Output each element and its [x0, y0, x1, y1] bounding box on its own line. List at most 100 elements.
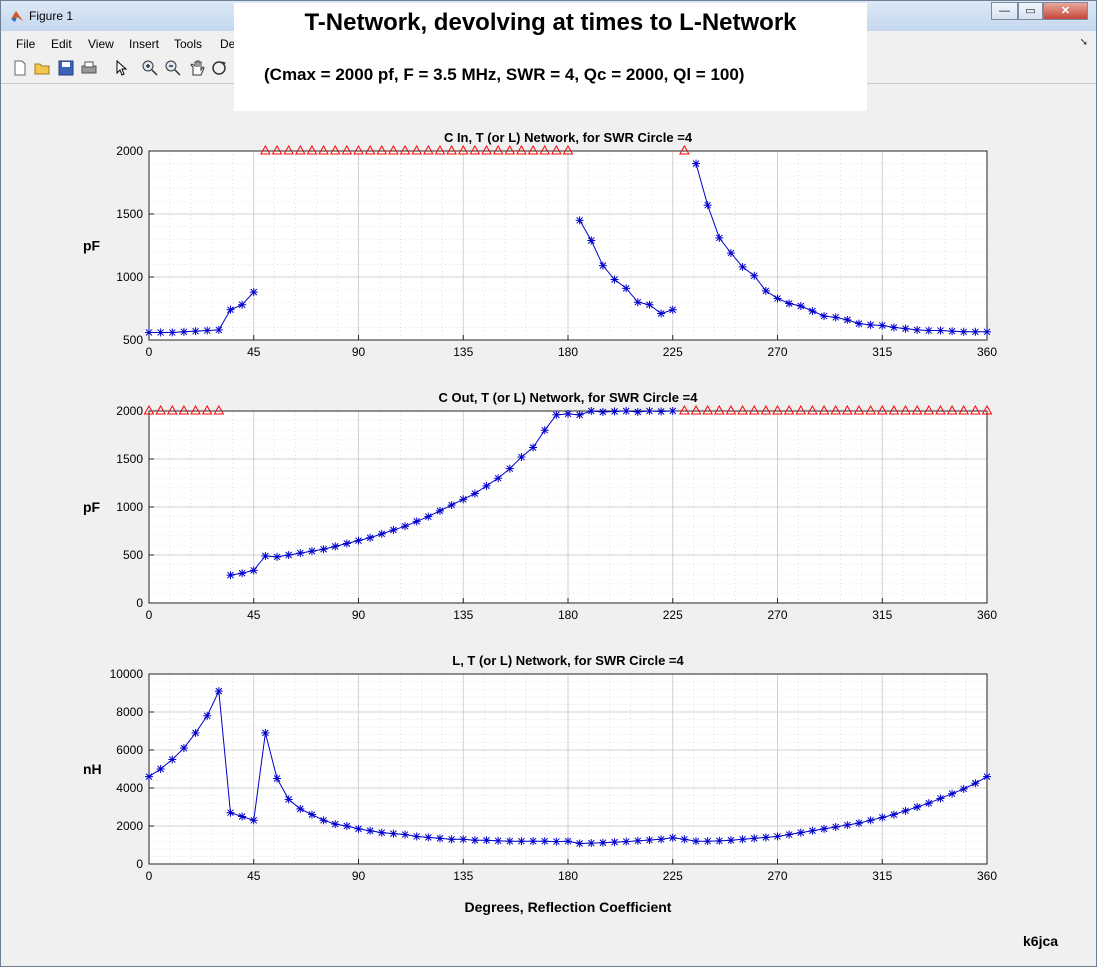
x-tick-label: 0: [146, 869, 153, 883]
y-tick-label: 1000: [116, 270, 143, 284]
menu-file[interactable]: File: [16, 37, 36, 51]
limit-marker-triangle: [353, 144, 364, 155]
minimize-button[interactable]: —: [991, 2, 1018, 20]
limit-marker-triangle: [364, 144, 376, 155]
y-tick-label: 500: [123, 333, 143, 347]
data-point-asterisk: [610, 275, 619, 284]
limit-marker-triangle: [562, 144, 574, 155]
data-point-asterisk: [622, 837, 631, 846]
data-point-asterisk: [738, 835, 747, 844]
plot-title: C In, T (or L) Network, for SWR Circle =…: [444, 130, 693, 145]
data-point-asterisk: [203, 326, 212, 335]
x-tick-label: 315: [872, 869, 892, 883]
data-point-asterisk: [529, 443, 538, 452]
data-point-asterisk: [959, 784, 968, 793]
data-point-asterisk: [307, 810, 316, 819]
data-point-asterisk: [843, 315, 852, 324]
data-point-asterisk: [505, 837, 514, 846]
data-point-asterisk: [342, 539, 351, 548]
data-point-asterisk: [564, 409, 572, 418]
limit-marker-triangle: [748, 404, 760, 415]
data-point-asterisk: [866, 816, 875, 825]
data-point-asterisk: [307, 547, 316, 556]
x-tick-label: 315: [872, 608, 892, 622]
y-tick-label: 1500: [116, 452, 143, 466]
figure-title: T-Network, devolving at times to L-Netwo…: [304, 9, 797, 36]
data-point-asterisk: [854, 819, 863, 828]
x-tick-label: 180: [558, 869, 578, 883]
data-point-asterisk: [377, 529, 386, 538]
x-tick-label: 180: [558, 608, 578, 622]
data-point-asterisk: [820, 312, 829, 321]
data-point-asterisk: [831, 822, 840, 831]
limit-marker-triangle: [260, 144, 271, 155]
menu-insert[interactable]: Insert: [129, 37, 160, 51]
data-point-asterisk: [435, 506, 444, 515]
limit-marker-triangle: [946, 404, 958, 415]
x-tick-label: 135: [453, 869, 473, 883]
menu-view[interactable]: View: [88, 37, 114, 51]
x-tick-label: 270: [767, 869, 787, 883]
data-point-asterisk: [284, 551, 293, 559]
x-tick-label: 45: [247, 608, 261, 622]
data-point-asterisk: [389, 526, 398, 535]
x-tick-label: 225: [663, 345, 683, 359]
limit-marker-triangle: [923, 404, 935, 415]
data-point-asterisk: [238, 812, 247, 821]
menu-overflow-icon[interactable]: ➘: [1079, 37, 1088, 48]
figure-subtitle: (Cmax = 2000 pf, F = 3.5 MHz, SWR = 4, Q…: [264, 65, 745, 84]
data-point-asterisk: [226, 808, 235, 817]
rotate-3d-icon[interactable]: [210, 59, 228, 77]
figure-title-box: T-Network, devolving at times to L-Netwo…: [234, 3, 867, 111]
data-point-asterisk: [529, 837, 538, 846]
data-point-asterisk: [296, 549, 305, 558]
open-folder-icon[interactable]: [33, 59, 51, 77]
y-tick-label: 2000: [116, 144, 143, 158]
data-point-asterisk: [168, 328, 177, 337]
menu-desktop[interactable]: De: [220, 37, 236, 51]
pan-hand-icon[interactable]: [188, 59, 206, 77]
data-point-asterisk: [145, 772, 153, 781]
limit-marker-triangle: [551, 144, 562, 155]
limit-marker-triangle: [306, 144, 318, 155]
data-point-asterisk: [924, 326, 933, 335]
data-point-asterisk: [703, 837, 712, 846]
data-point-asterisk: [610, 838, 619, 847]
data-point-asterisk: [820, 824, 829, 833]
data-point-asterisk: [645, 836, 654, 845]
data-point-asterisk: [459, 835, 468, 844]
data-point-asterisk: [587, 407, 596, 415]
restore-button[interactable]: ▭: [1018, 2, 1043, 20]
pointer-icon[interactable]: [112, 59, 130, 77]
print-icon[interactable]: [80, 59, 98, 77]
data-point-asterisk: [366, 826, 375, 835]
plot-2: [143, 404, 993, 604]
new-file-icon[interactable]: [11, 59, 29, 77]
menu-tools[interactable]: Tools: [174, 37, 203, 51]
data-point-asterisk: [808, 307, 817, 316]
data-point-asterisk: [843, 821, 852, 830]
data-point-asterisk: [680, 835, 689, 844]
data-point-asterisk: [575, 839, 584, 848]
plot-title: L, T (or L) Network, for SWR Circle =4: [452, 653, 684, 668]
data-point-asterisk: [249, 816, 258, 825]
limit-marker-triangle: [679, 404, 690, 415]
data-point-asterisk: [726, 836, 735, 845]
x-tick-label: 0: [146, 345, 153, 359]
data-point-asterisk: [552, 837, 561, 846]
limit-marker-triangle: [853, 404, 865, 415]
data-point-asterisk: [796, 301, 805, 310]
save-icon[interactable]: [57, 59, 75, 77]
limit-marker-triangle: [795, 404, 807, 415]
zoom-out-icon[interactable]: [164, 59, 182, 77]
x-tick-label: 360: [977, 869, 997, 883]
close-button[interactable]: ✕: [1043, 2, 1088, 20]
zoom-in-icon[interactable]: [141, 59, 159, 77]
x-tick-label: 315: [872, 345, 892, 359]
limit-marker-triangle: [155, 404, 166, 415]
limit-marker-triangle: [329, 144, 341, 155]
menu-edit[interactable]: Edit: [51, 37, 72, 51]
data-point-asterisk: [948, 327, 957, 336]
data-point-asterisk: [668, 407, 677, 415]
data-point-asterisk: [191, 728, 200, 737]
